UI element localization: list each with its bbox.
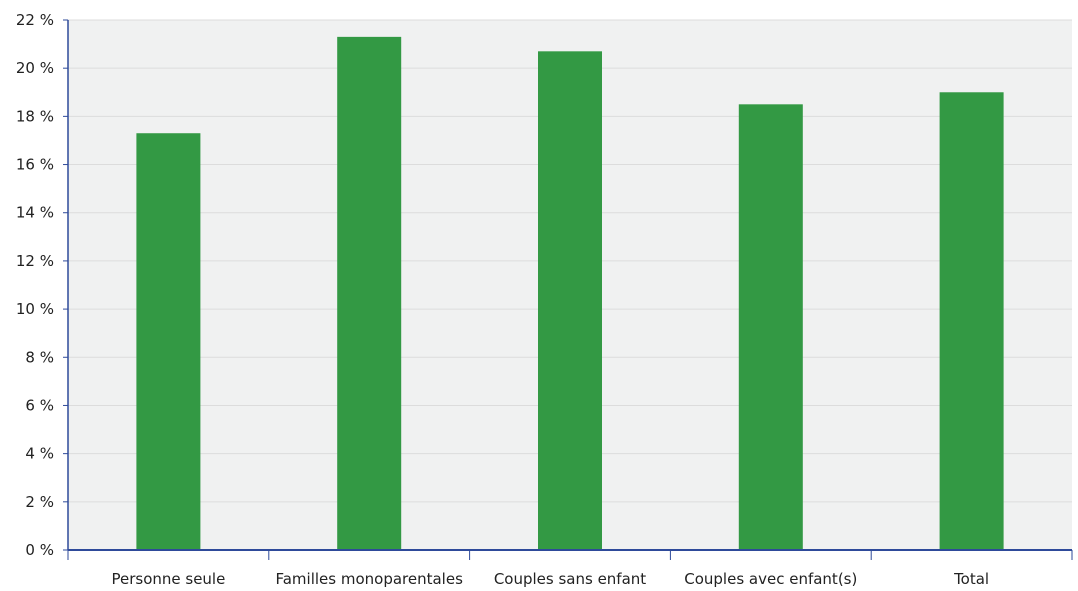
y-axis-ticks: 0 % 2 % 4 % 6 % 8 % 10 % 12 % 14 % 16 % 18 % 20 % 2… <box>16 11 68 559</box>
y-tick-label: 4 % <box>25 445 54 463</box>
x-axis-ticks: Personne seule Familles monoparentales Cou… <box>67 550 1073 588</box>
y-tick-label: 22 % <box>16 11 54 29</box>
bar-couples-sans-enfant <box>538 51 602 551</box>
y-tick-label: 18 % <box>16 107 54 125</box>
y-tick-label: 10 % <box>16 300 54 318</box>
bar-personne-seule <box>136 133 201 550</box>
y-tick-label: 6 % <box>25 396 54 414</box>
x-category-label: Personne seule <box>111 570 225 588</box>
x-category-label: Familles monoparentales <box>275 570 463 588</box>
bar-familles-monoparentales <box>337 36 402 550</box>
y-tick-label: 8 % <box>25 348 54 366</box>
bar-couples-avec-enfant-s <box>738 104 803 551</box>
x-category-label: Couples sans enfant <box>494 570 646 588</box>
y-tick-label: 14 % <box>16 204 54 222</box>
bars <box>136 36 1004 551</box>
y-tick-label: 20 % <box>16 59 54 77</box>
x-category-label: Total <box>953 570 989 588</box>
y-tick-label: 12 % <box>16 252 54 270</box>
x-category-label: Couples avec enfant(s) <box>684 570 857 588</box>
y-tick-label: 2 % <box>25 493 54 511</box>
y-tick-label: 16 % <box>16 156 54 174</box>
bar-total <box>939 92 1004 550</box>
y-tick-label: 0 % <box>25 541 54 559</box>
